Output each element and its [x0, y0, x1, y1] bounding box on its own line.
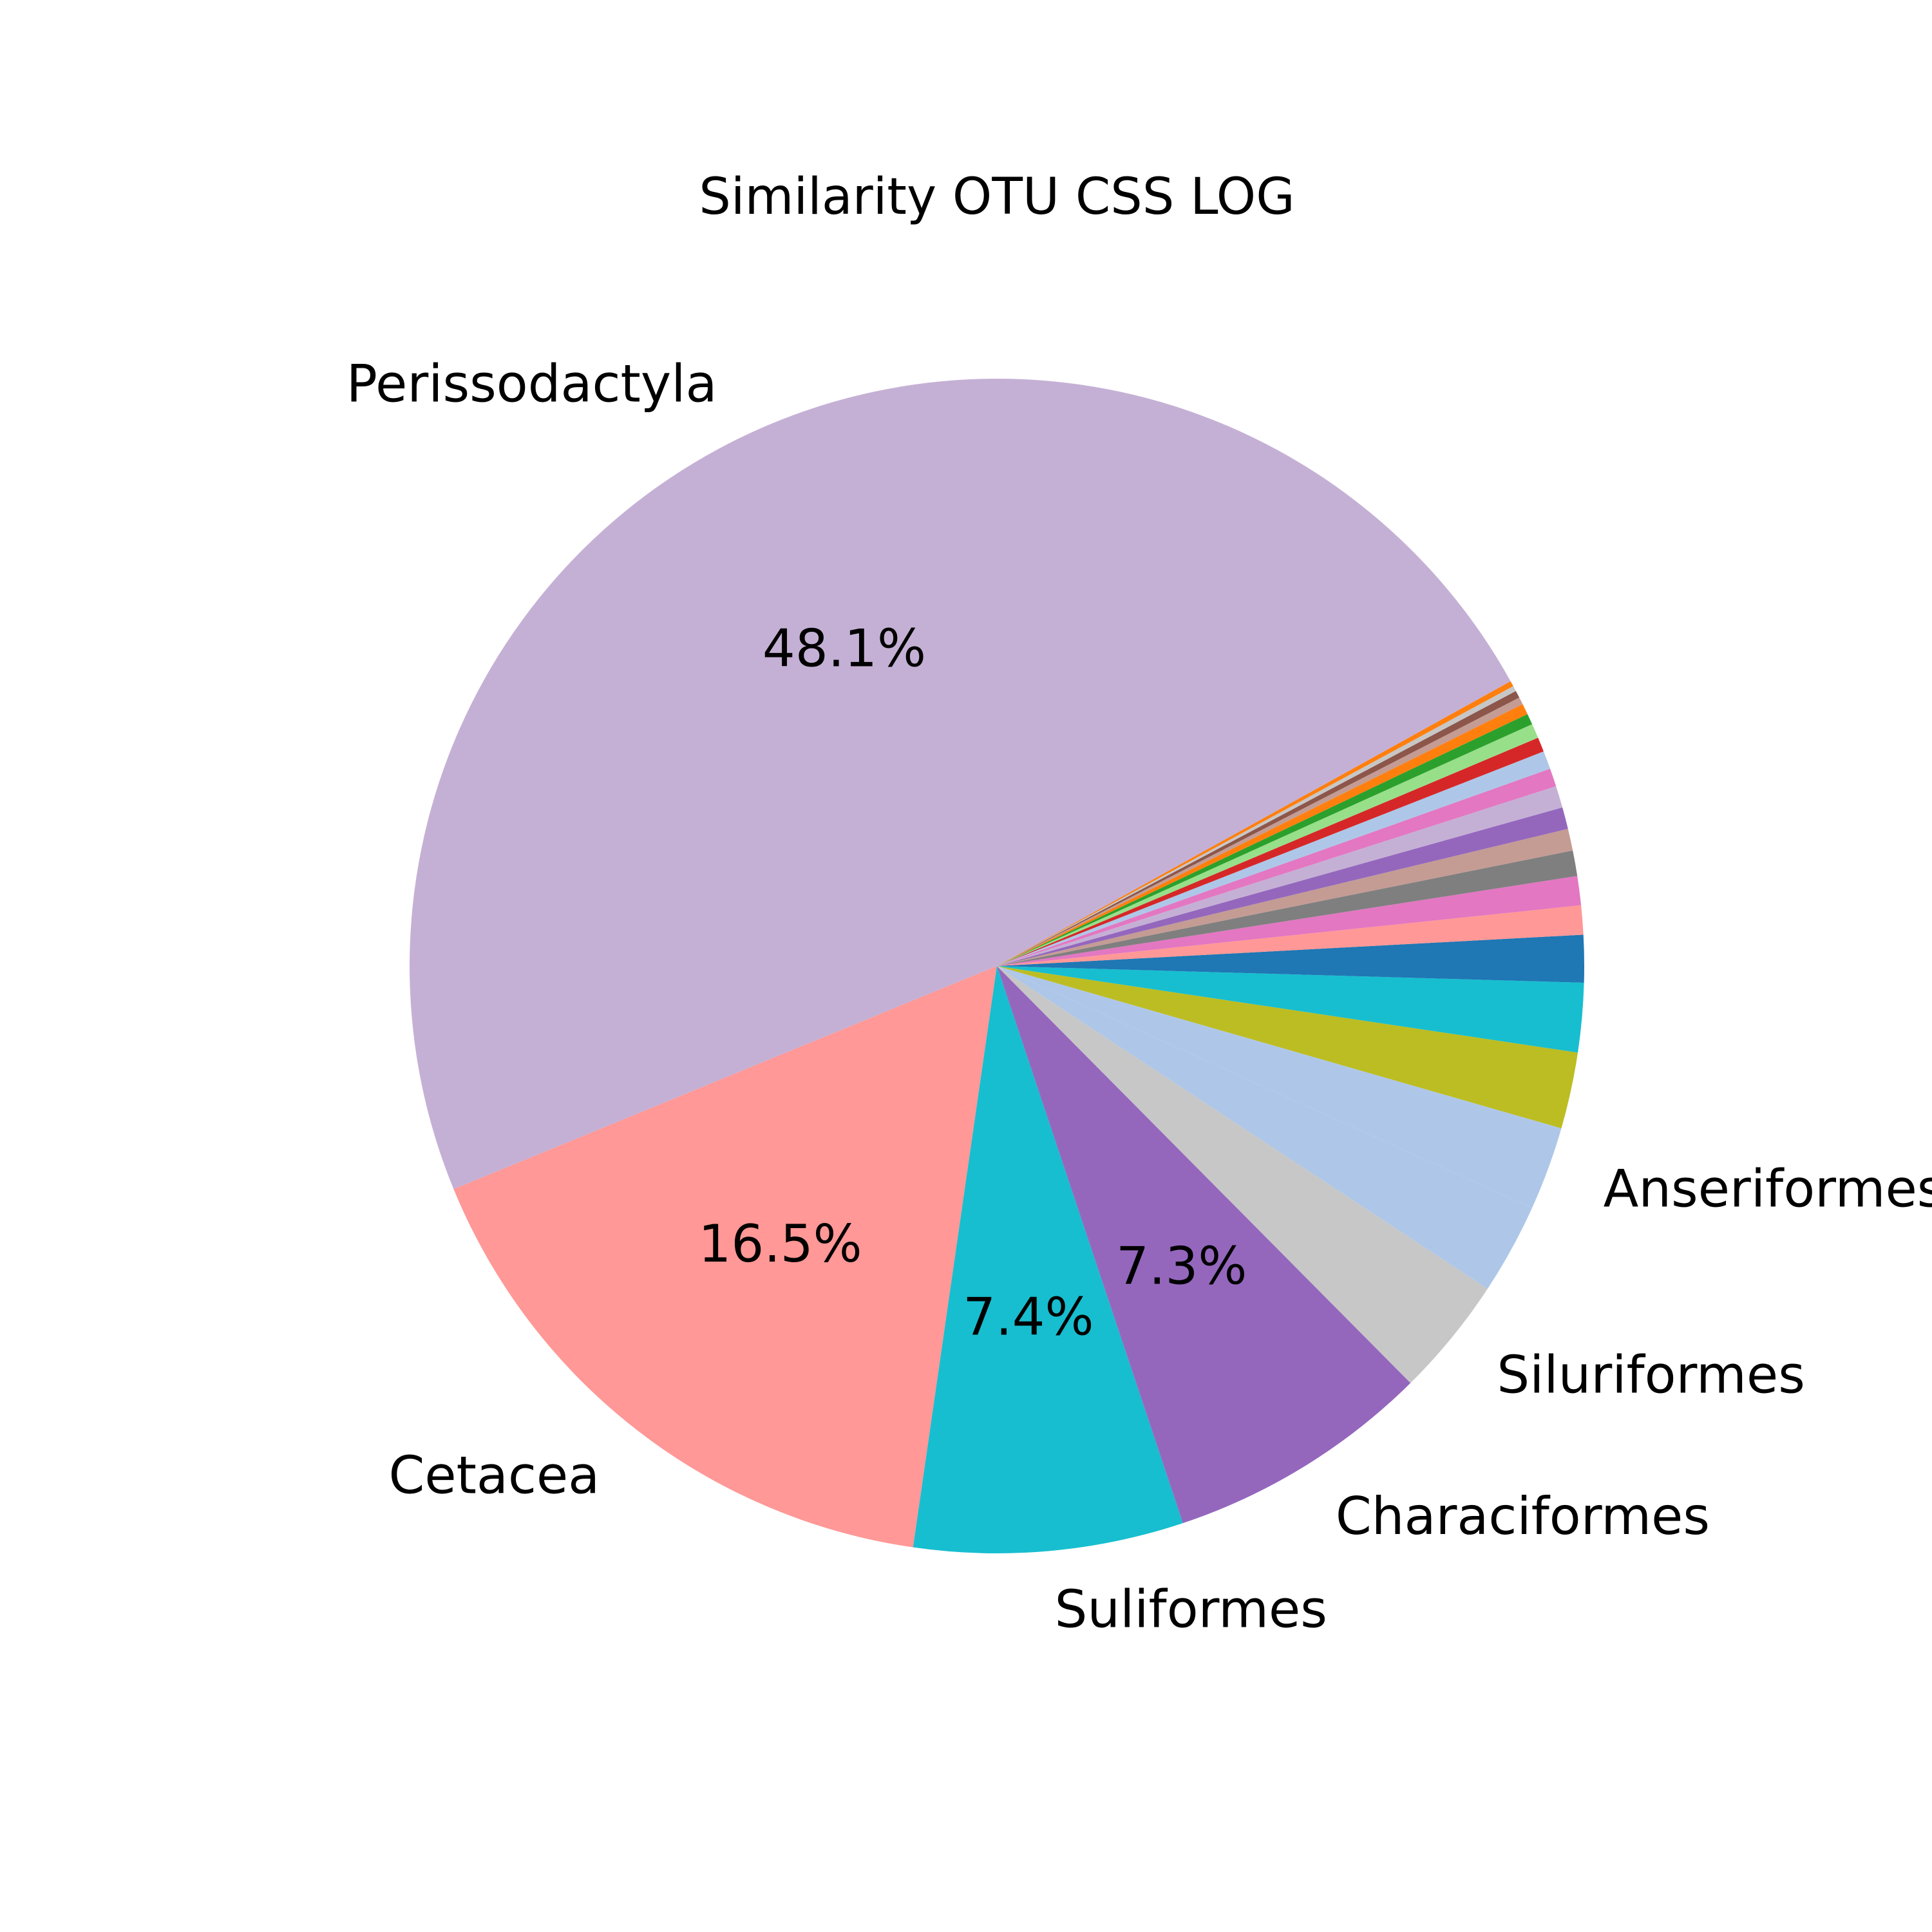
pie-slice: [997, 697, 1523, 966]
pie-slice: [997, 704, 1528, 966]
slice-percent-label: 48.1%: [762, 618, 926, 678]
pie-slice: [997, 807, 1568, 966]
pie-slice: [997, 686, 1516, 966]
pie-slice: [913, 966, 1183, 1554]
pie-slice: [997, 966, 1532, 1289]
pie-slice: [997, 737, 1544, 966]
pie-slice: [997, 786, 1563, 966]
slice-label: Characiformes: [1336, 1486, 1710, 1546]
slice-label: Siluriformes: [1497, 1345, 1804, 1405]
slice-percent-label: 7.3%: [1116, 1236, 1247, 1296]
slice-label: Perissodactyla: [346, 354, 717, 413]
pie-slice: [997, 966, 1411, 1524]
slice-label: Suliformes: [1055, 1580, 1327, 1640]
pie-slice: [997, 724, 1539, 966]
pie-slice: [997, 850, 1578, 966]
pie-slice: [997, 714, 1533, 966]
pie-slice: [997, 829, 1573, 966]
pie-slices: [410, 379, 1584, 1554]
chart-title: Similarity OTU CSS LOG: [699, 168, 1294, 226]
pie-slice: [997, 966, 1578, 1129]
pie-labels: Perissodactyla 48.1% Cetacea 16.5% Suliforme…: [346, 354, 1932, 1639]
pie-slice: [997, 681, 1513, 966]
pie-slice: [997, 690, 1520, 966]
pie-slice: [997, 905, 1584, 966]
pie-slice: [997, 966, 1584, 1053]
slice-label: Anseriformes: [1604, 1159, 1932, 1219]
pie-slice: [997, 768, 1557, 966]
slice-percent-label: 16.5%: [699, 1214, 862, 1274]
slice-label: Cetacea: [388, 1446, 600, 1506]
pie-slice: [997, 876, 1582, 966]
pie-slice: [410, 379, 1511, 1189]
slice-percent-label: 7.4%: [963, 1287, 1094, 1347]
pie-slice: [997, 966, 1488, 1383]
pie-slice: [997, 934, 1584, 983]
pie-slice: [453, 966, 997, 1548]
pie-slice: [997, 966, 1562, 1208]
pie-slice: [997, 751, 1550, 966]
